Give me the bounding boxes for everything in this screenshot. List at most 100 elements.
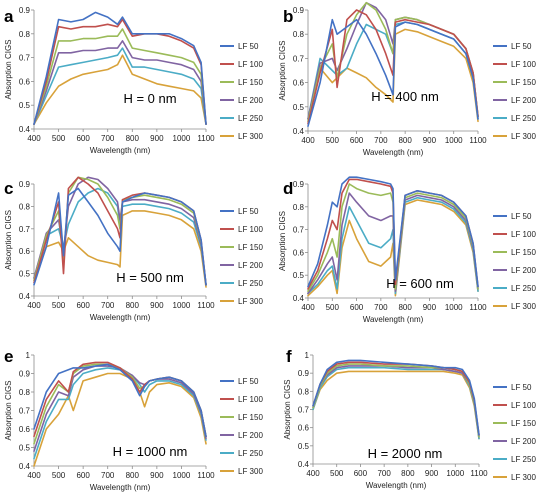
- x-tick-label: 400: [27, 134, 41, 143]
- x-tick-label: 1100: [197, 301, 215, 310]
- legend-label: LF 50: [511, 212, 532, 221]
- series-line-lf-50: [33, 363, 207, 438]
- legend-label: LF 250: [511, 284, 536, 293]
- x-tick-label: 600: [350, 136, 364, 145]
- series-line-lf-300: [307, 199, 479, 297]
- y-tick-label: 0.9: [19, 180, 31, 189]
- legend-label: LF 250: [238, 279, 263, 288]
- y-tick-label: 0.9: [19, 370, 31, 379]
- y-tick-label: 0.6: [19, 77, 31, 86]
- legend-label: LF 50: [238, 42, 259, 51]
- x-tick-label: 900: [425, 469, 439, 478]
- series-line-lf-300: [33, 54, 207, 125]
- y-tick-label: 0.5: [19, 101, 31, 110]
- y-tick-label: 0.5: [19, 444, 31, 453]
- y-tick-label: 1: [26, 351, 31, 360]
- series-line-lf-150: [307, 183, 479, 293]
- legend-label: LF 50: [238, 207, 259, 216]
- legend: LF 50 LF 100 LF 150 LF 200 LF 250 LF 300: [220, 207, 263, 306]
- legend-label: LF 50: [238, 377, 259, 386]
- series-line-lf-50: [33, 11, 207, 125]
- panel-letter: d: [283, 179, 293, 198]
- y-tick-label: 0.8: [293, 203, 305, 212]
- panel-letter: c: [4, 179, 13, 198]
- chart-panel-e: e 0.4 0.5 0.6 0.7 0.8 0.9 1 400 500 600 700 800 900 10…: [4, 347, 263, 492]
- legend-label: LF 150: [511, 248, 536, 257]
- y-tick-label: 0.9: [298, 369, 310, 378]
- x-tick-label: 400: [27, 301, 41, 310]
- x-tick-label: 1000: [445, 303, 463, 312]
- x-tick-label: 900: [423, 303, 437, 312]
- series-line-lf-200: [33, 365, 207, 453]
- x-tick-label: 500: [52, 134, 66, 143]
- x-tick-label: 700: [101, 471, 115, 480]
- x-axis-title: Wavelength (nm): [366, 481, 427, 490]
- legend-label: LF 200: [511, 266, 536, 275]
- x-axis-title: Wavelength (nm): [90, 483, 151, 492]
- y-tick-label: 0.8: [19, 388, 31, 397]
- panel-letter: e: [4, 347, 13, 366]
- y-tick-label: 0.5: [19, 270, 31, 279]
- x-tick-label: 1100: [197, 471, 215, 480]
- x-tick-label: 800: [126, 134, 140, 143]
- x-tick-label: 1000: [446, 469, 464, 478]
- legend-label: LF 100: [511, 60, 536, 69]
- y-axis-title: Absorption CIGS: [283, 379, 292, 439]
- y-tick-label: 1: [305, 351, 310, 360]
- legend-label: LF 200: [238, 261, 263, 270]
- x-axis-title: Wavelength (nm): [90, 313, 151, 322]
- legend-label: LF 150: [511, 419, 536, 428]
- chart-panel-a: a 0.4 0.5 0.6 0.7 0.8 0.9 400 500 600 700 800 900 100…: [4, 6, 263, 155]
- x-tick-label: 500: [52, 301, 66, 310]
- legend-label: LF 150: [238, 243, 263, 252]
- y-tick-label: 0.6: [293, 79, 305, 88]
- height-annotation: H = 600 nm: [386, 276, 454, 291]
- legend: LF 50 LF 100 LF 150 LF 200 LF 250 LF 300: [493, 383, 536, 482]
- legend-label: LF 200: [238, 431, 263, 440]
- x-tick-label: 600: [350, 303, 364, 312]
- series-line-lf-100: [307, 9, 479, 125]
- y-tick-label: 0.4: [293, 127, 305, 136]
- series-line-lf-250: [312, 366, 480, 440]
- x-tick-label: 1100: [197, 134, 215, 143]
- y-tick-label: 0.8: [298, 387, 310, 396]
- panel-letter: f: [286, 347, 292, 366]
- chart-panel-f: f 0.4 0.5 0.6 0.7 0.8 0.9 1 400 500 600 700 800 900 10…: [283, 347, 536, 490]
- x-tick-label: 600: [76, 301, 90, 310]
- x-tick-label: 600: [76, 471, 90, 480]
- series-line-lf-250: [307, 196, 479, 295]
- x-tick-label: 1100: [469, 136, 487, 145]
- y-axis-title: Absorption CIGS: [278, 40, 287, 100]
- y-tick-label: 0.7: [19, 407, 31, 416]
- series-line-lf-100: [33, 176, 207, 286]
- series-line-lf-300: [312, 370, 480, 440]
- x-tick-label: 700: [374, 136, 388, 145]
- y-tick-label: 0.5: [293, 103, 305, 112]
- y-tick-label: 0.7: [19, 54, 31, 63]
- y-tick-label: 0.6: [19, 425, 31, 434]
- chart-panel-c: c 0.4 0.5 0.6 0.7 0.8 0.9 400 500 600 700 800 900 100…: [4, 176, 263, 322]
- legend-label: LF 250: [238, 114, 263, 123]
- x-tick-label: 400: [301, 303, 315, 312]
- panel-letter: b: [283, 7, 293, 26]
- series-line-lf-200: [33, 40, 207, 125]
- x-tick-label: 700: [377, 469, 391, 478]
- legend-label: LF 100: [238, 60, 263, 69]
- legend: LF 50 LF 100 LF 150 LF 200 LF 250 LF 300: [220, 42, 263, 141]
- series-line-lf-250: [33, 47, 207, 125]
- x-tick-label: 600: [354, 469, 368, 478]
- x-axis-title: Wavelength (nm): [363, 148, 424, 157]
- y-tick-label: 0.4: [298, 460, 310, 469]
- legend-label: LF 300: [238, 467, 263, 476]
- y-tick-label: 0.7: [293, 54, 305, 63]
- x-tick-label: 900: [150, 134, 164, 143]
- series-line-lf-50: [33, 187, 207, 286]
- series-line-lf-50: [307, 18, 479, 127]
- legend-label: LF 50: [511, 383, 532, 392]
- legend-label: LF 300: [238, 297, 263, 306]
- y-tick-label: 0.9: [293, 6, 305, 15]
- y-tick-label: 0.8: [293, 30, 305, 39]
- x-tick-label: 1000: [173, 471, 191, 480]
- y-axis-title: Absorption CIGS: [278, 211, 287, 271]
- y-tick-label: 0.5: [293, 271, 305, 280]
